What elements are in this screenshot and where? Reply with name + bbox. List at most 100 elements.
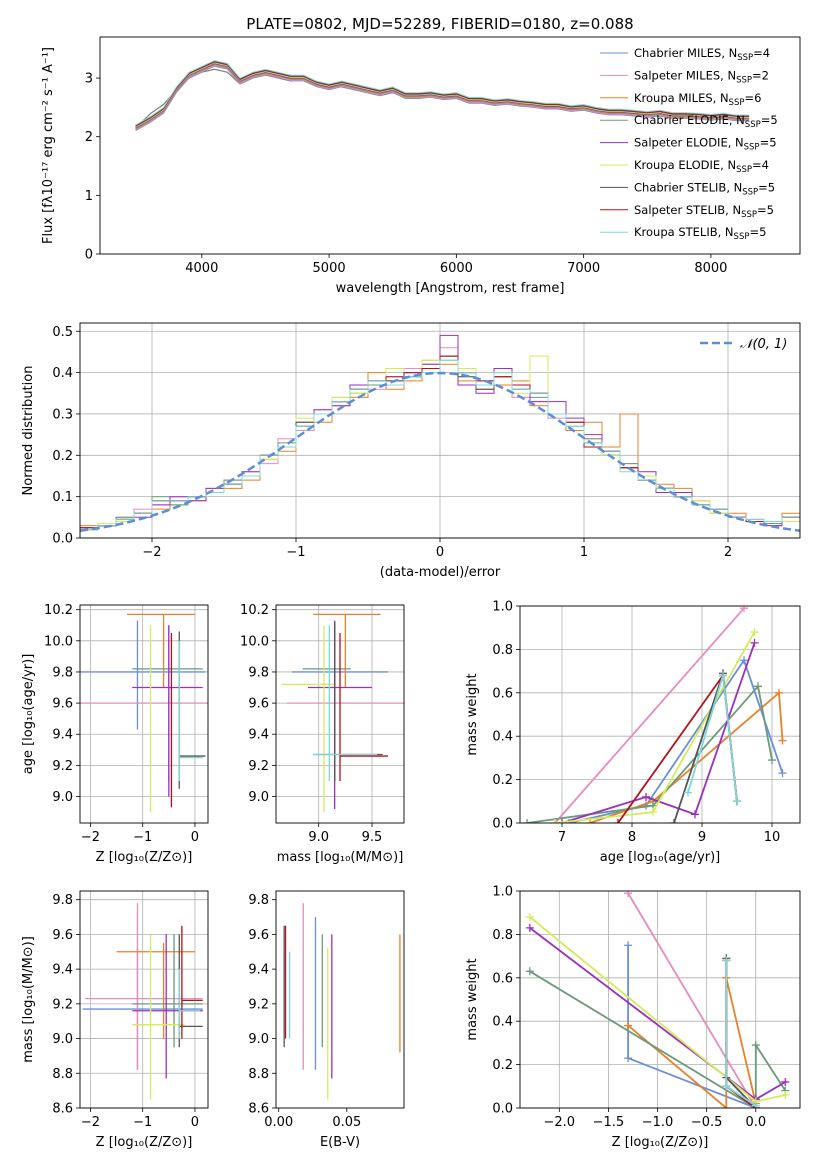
x-tick-label: 1 bbox=[580, 545, 588, 560]
figure-title: PLATE=0802, MJD=52289, FIBERID=0180, z=0… bbox=[246, 15, 633, 33]
y-tick-label: 0.8 bbox=[492, 643, 513, 658]
model-spectrum bbox=[135, 63, 750, 130]
x-tick-label: 0.0 bbox=[745, 1115, 766, 1130]
axes-frame bbox=[275, 604, 405, 824]
weight-marker bbox=[722, 1082, 731, 1091]
weight-marker bbox=[751, 1101, 760, 1108]
weight-line bbox=[589, 690, 784, 823]
x-tick-label: −1 bbox=[286, 545, 305, 560]
legend-entry: Salpeter ELODIE, NSSP=5 bbox=[634, 136, 777, 153]
panel-mass-vs-ebv: 0.00 0.05 8.6 8.8 9.0 9.2 9.4 9.6 9.8 E(B-V) bbox=[248, 890, 405, 1150]
plot-area-age-vs-mass bbox=[281, 613, 404, 813]
y-tick-label: 1.0 bbox=[492, 600, 513, 615]
x-tick-label: 6000 bbox=[440, 261, 473, 276]
model-spectrum bbox=[135, 64, 750, 130]
x-tick-label: 10 bbox=[764, 830, 781, 845]
legend-nssp: =5 bbox=[761, 113, 778, 127]
x-tick-label: 2 bbox=[724, 545, 732, 560]
legend-nssp: =4 bbox=[752, 158, 769, 172]
weight-marker bbox=[781, 1090, 790, 1099]
y-tick-label: 8.8 bbox=[52, 1067, 73, 1082]
legend-name: Salpeter STELIB, N bbox=[634, 203, 741, 217]
weight-marker bbox=[670, 819, 678, 823]
y-tick-label: 9.6 bbox=[248, 928, 269, 943]
y-tick-label: 0.4 bbox=[492, 1015, 513, 1030]
y-tick-label: 9.2 bbox=[52, 759, 73, 774]
legend-name: Kroupa STELIB, N bbox=[634, 225, 734, 239]
y-tick-label: 9.2 bbox=[248, 759, 269, 774]
legend-entry: Chabrier STELIB, NSSP=5 bbox=[634, 180, 775, 197]
x-tick-label: −1 bbox=[133, 830, 152, 845]
legend-subscript: SSP bbox=[742, 187, 758, 197]
gaussian-curve bbox=[80, 371, 800, 533]
weight-marker bbox=[751, 1041, 760, 1050]
weight-marker bbox=[722, 956, 731, 965]
weight-marker bbox=[733, 797, 741, 806]
legend-nssp: =2 bbox=[752, 68, 769, 82]
weight-marker bbox=[740, 606, 748, 613]
y-axis-label: Normed distribution bbox=[21, 366, 36, 496]
y-tick-label: 9.2 bbox=[52, 997, 73, 1012]
weight-marker bbox=[750, 638, 759, 647]
axes-frame bbox=[79, 322, 801, 539]
x-tick-label: −2 bbox=[81, 830, 100, 845]
y-tick-label: 9.6 bbox=[52, 928, 73, 943]
x-axis-label: E(B-V) bbox=[320, 1135, 360, 1150]
y-tick-label: 8.8 bbox=[248, 1067, 269, 1082]
legend-nssp: =5 bbox=[760, 136, 777, 150]
y-tick-label: 0.4 bbox=[52, 366, 73, 381]
plot-area-weight-vs-age bbox=[523, 606, 787, 823]
y-tick-label: 10.2 bbox=[44, 603, 73, 618]
x-tick-label: −1 bbox=[133, 1115, 152, 1130]
legend-nssp: =5 bbox=[758, 180, 775, 194]
x-tick-label: 7 bbox=[558, 830, 566, 845]
x-axis-label: mass [log₁₀(M/M⊙)] bbox=[277, 850, 404, 865]
x-tick-label: 0 bbox=[191, 830, 199, 845]
x-tick-label: 0.05 bbox=[332, 1115, 361, 1130]
plot-area-residuals bbox=[80, 334, 800, 538]
weight-marker bbox=[551, 819, 559, 823]
panel-weight-vs-Z: −2.0 −1.5 −1.0 −0.5 0.0 0.0 0.2 0.4 0.6 0.8 1.0 Z [… bbox=[465, 885, 801, 1150]
x-tick-label: −2 bbox=[81, 1115, 100, 1130]
legend-name: Chabrier MILES, N bbox=[634, 46, 737, 60]
panel-spectrum: 4000 5000 6000 7000 8000 0 1 2 3 wavelength [Angs… bbox=[41, 36, 801, 296]
panel-residuals: −2 −1 0 1 2 0.0 0.1 0.2 0.3 0.4 0.5 (data-model)/er… bbox=[21, 322, 801, 580]
weight-marker bbox=[558, 819, 566, 823]
x-tick-label: 4000 bbox=[185, 261, 218, 276]
y-tick-label: 9.0 bbox=[248, 790, 269, 805]
legend-name: Salpeter ELODIE, N bbox=[634, 136, 744, 150]
y-tick-label: 9.6 bbox=[52, 697, 73, 712]
weight-marker bbox=[624, 891, 633, 898]
x-tick-label: 9.0 bbox=[308, 830, 329, 845]
y-tick-label: 0.3 bbox=[52, 407, 73, 422]
legend-nssp: =6 bbox=[744, 91, 761, 105]
y-tick-label: 2 bbox=[85, 130, 93, 145]
plot-area-mass-vs-Z bbox=[82, 903, 203, 1100]
weight-line bbox=[627, 892, 757, 1108]
legend-nssp: =5 bbox=[749, 225, 766, 239]
x-tick-label: −1.0 bbox=[642, 1115, 674, 1130]
weight-marker bbox=[624, 941, 633, 950]
weight-line bbox=[529, 970, 787, 1108]
legend-entry: Kroupa ELODIE, NSSP=4 bbox=[634, 158, 769, 175]
y-tick-label: 1.0 bbox=[492, 885, 513, 900]
weight-marker bbox=[624, 1021, 633, 1030]
spectrum-legend: Chabrier MILES, N SSP =4 Salpeter MILES, NS… bbox=[600, 46, 778, 242]
panel-weight-vs-age: 7 8 9 10 0.0 0.2 0.4 0.6 0.8 1.0 age [log₁₀(age/yr… bbox=[465, 600, 801, 865]
y-tick-label: 0.0 bbox=[52, 532, 73, 547]
y-tick-label: 1 bbox=[85, 189, 93, 204]
legend-entry: Kroupa STELIB, NSSP=5 bbox=[634, 225, 766, 242]
x-tick-label: 9.5 bbox=[362, 830, 383, 845]
x-tick-label: 8 bbox=[628, 830, 636, 845]
y-tick-label: 0.4 bbox=[492, 730, 513, 745]
weight-line bbox=[561, 642, 756, 823]
legend-entry: Salpeter MILES, NSSP=2 bbox=[634, 68, 769, 85]
y-tick-label: 8.6 bbox=[52, 1102, 73, 1117]
model-spectrum bbox=[135, 60, 750, 127]
weight-marker bbox=[586, 819, 594, 823]
x-tick-label: −2.0 bbox=[544, 1115, 576, 1130]
plot-area-weight-vs-Z bbox=[525, 891, 790, 1108]
y-tick-label: 0.2 bbox=[492, 1058, 513, 1073]
weight-line bbox=[554, 607, 745, 823]
y-axis-label: mass [log₁₀(M/M⊙)] bbox=[21, 936, 36, 1063]
